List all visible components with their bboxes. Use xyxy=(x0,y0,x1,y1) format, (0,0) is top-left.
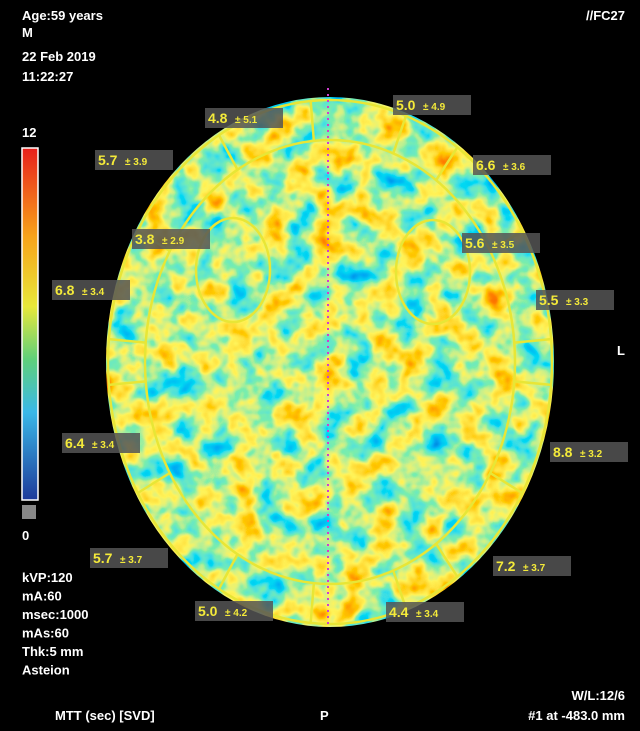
viewer: 12 0 Age:59 years M 22 Feb 2019 11:22:27… xyxy=(0,0,640,731)
roi-mean: 5.6 xyxy=(465,235,485,251)
colorbar-icon xyxy=(22,505,36,519)
roi-mean: 7.2 xyxy=(496,558,516,574)
roi-spread: ± 3.9 xyxy=(125,157,148,168)
roi-mean: 3.8 xyxy=(135,231,155,247)
roi-spread: ± 3.7 xyxy=(120,555,143,566)
roi-mean: 4.4 xyxy=(389,604,409,620)
scan-parameter: msec:1000 xyxy=(22,607,89,622)
roi-spread: ± 3.6 xyxy=(503,162,526,173)
roi-spread: ± 3.4 xyxy=(82,287,105,298)
roi-spread: ± 3.2 xyxy=(580,449,603,460)
scan-parameter: mAs:60 xyxy=(22,626,69,641)
date: 22 Feb 2019 xyxy=(22,49,96,64)
roi-mean: 4.8 xyxy=(208,110,228,126)
roi-spread: ± 4.9 xyxy=(423,102,446,113)
roi-mean: 5.0 xyxy=(396,97,416,113)
roi-label: 7.2 ± 3.7 xyxy=(493,556,571,576)
roi-label: 3.8 ± 2.9 xyxy=(132,229,210,249)
scan-parameter: kVP:120 xyxy=(22,570,73,585)
map-name: MTT (sec) [SVD] xyxy=(55,708,155,723)
roi-spread: ± 3.5 xyxy=(492,240,515,251)
roi-spread: ± 3.7 xyxy=(523,563,546,574)
roi-mean: 6.6 xyxy=(476,157,496,173)
roi-label: 4.8 ± 5.1 xyxy=(205,108,283,128)
colorbar-max: 12 xyxy=(22,125,36,140)
slice-position: #1 at -483.0 mm xyxy=(528,708,625,723)
roi-label: 5.6 ± 3.5 xyxy=(462,233,540,253)
roi-mean: 8.8 xyxy=(553,444,573,460)
roi-mean: 6.8 xyxy=(55,282,75,298)
roi-label: 5.7 ± 3.7 xyxy=(90,548,168,568)
roi-label: 5.0 ± 4.2 xyxy=(195,601,273,621)
roi-label: 5.0 ± 4.9 xyxy=(393,95,471,115)
roi-spread: ± 4.2 xyxy=(225,608,248,619)
roi-mean: 5.5 xyxy=(539,292,559,308)
roi-mean: 6.4 xyxy=(65,435,85,451)
roi-label: 6.8 ± 3.4 xyxy=(52,280,130,300)
roi-mean: 5.7 xyxy=(93,550,113,566)
age: Age:59 years xyxy=(22,8,103,23)
roi-label: 5.7 ± 3.9 xyxy=(95,150,173,170)
colorbar xyxy=(22,148,38,500)
roi-mean: 5.0 xyxy=(198,603,218,619)
time: 11:22:27 xyxy=(22,69,73,84)
roi-label: 4.4 ± 3.4 xyxy=(386,602,464,622)
roi-spread: ± 3.3 xyxy=(566,297,589,308)
scan-parameter: Asteion xyxy=(22,663,70,678)
roi-spread: ± 3.4 xyxy=(92,440,115,451)
study-id: //FC27 xyxy=(586,8,625,23)
colorbar-min: 0 xyxy=(22,528,29,543)
roi-spread: ± 5.1 xyxy=(235,115,258,126)
roi-mean: 5.7 xyxy=(98,152,118,168)
roi-spread: ± 3.4 xyxy=(416,609,439,620)
page: 12 0 Age:59 years M 22 Feb 2019 11:22:27… xyxy=(0,0,640,731)
orientation: P xyxy=(320,708,329,723)
roi-label: 5.5 ± 3.3 xyxy=(536,290,614,310)
roi-label: 8.8 ± 3.2 xyxy=(550,442,628,462)
roi-spread: ± 2.9 xyxy=(162,236,185,247)
sex: M xyxy=(22,25,33,40)
roi-label: 6.4 ± 3.4 xyxy=(62,433,140,453)
scan-parameter: Thk:5 mm xyxy=(22,644,83,659)
window-level: W/L:12/6 xyxy=(572,688,625,703)
roi-label: 6.6 ± 3.6 xyxy=(473,155,551,175)
side-marker: L xyxy=(617,343,625,358)
scan-parameter: mA:60 xyxy=(22,589,62,604)
